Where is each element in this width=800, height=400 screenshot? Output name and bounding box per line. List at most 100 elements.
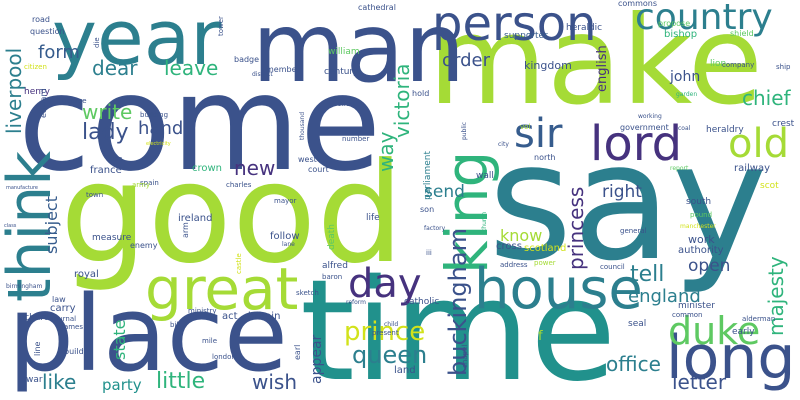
word-west: west [298, 155, 317, 164]
word-lion: lion [710, 59, 727, 69]
word-know: know [500, 226, 543, 245]
word-pound: pound [690, 211, 713, 219]
word-castle: castle [235, 253, 243, 274]
word-letter: letter [672, 370, 727, 394]
word-little: little [156, 369, 206, 394]
word-town: town [86, 191, 104, 199]
word-sir: sir [514, 111, 563, 157]
word-party: party [102, 376, 142, 394]
word-great: great [145, 255, 299, 323]
word-citizen: citizen [24, 63, 47, 71]
word-tell: tell [630, 262, 665, 287]
word-law: law [52, 295, 66, 304]
word-question: question [30, 27, 65, 36]
word-day: day [348, 261, 422, 307]
word-south: south [686, 197, 712, 207]
word-leave: leave [164, 56, 219, 80]
word-wish: wish [252, 370, 298, 394]
word-son: son [420, 205, 435, 214]
word-district: district [252, 71, 273, 78]
word-war: war [26, 375, 43, 385]
word-building: building [140, 111, 169, 119]
word-james: james [62, 323, 84, 331]
word-common: common [672, 311, 703, 319]
word-city: city [498, 141, 509, 148]
word-enemy: enemy [130, 241, 158, 250]
word-lady: lady [82, 120, 129, 145]
word-royal: royal [74, 269, 99, 280]
word-minister: minister [678, 301, 715, 311]
word-hold: hold [412, 89, 430, 98]
word-act: act [222, 311, 238, 322]
word-victoria: victoria [390, 63, 414, 138]
word-street: street [338, 101, 356, 108]
word-shield: shield [730, 29, 754, 38]
word-liverpool: liverpool [2, 47, 26, 134]
word-road: road [32, 15, 50, 24]
word-commons: commons [618, 0, 658, 8]
word-right: right [602, 182, 642, 202]
word-chief: chief [742, 86, 791, 110]
word-f: f [538, 329, 543, 344]
word-parliament: parliament [423, 151, 433, 200]
word-build: build [64, 347, 84, 356]
word-vol: vol [520, 123, 531, 131]
word-old: old [728, 121, 789, 167]
word-lord: lord [590, 116, 683, 172]
word-address: address [500, 261, 528, 269]
word-queen: queen [352, 341, 428, 369]
word-company: company [722, 61, 755, 69]
word-journal: journal [52, 315, 77, 323]
word-catholic: catholic [404, 297, 440, 307]
word-john: john [670, 69, 701, 85]
word-manufacture: manufacture [6, 185, 38, 191]
word-church: church [481, 211, 488, 232]
word-earl: earl [293, 344, 302, 360]
word-crown: crown [192, 163, 223, 174]
word-sketch: sketch [296, 289, 319, 297]
word-open: open [688, 256, 731, 276]
word-wall: wall [476, 171, 494, 181]
word-seal: seal [628, 319, 647, 329]
word-place: place [8, 273, 288, 395]
word-baron: baron [322, 273, 343, 281]
word-government: government [620, 123, 669, 132]
word-life: life [366, 213, 380, 223]
word-line: line [33, 341, 42, 356]
word-factory: factory [424, 225, 446, 232]
word-bill: bill [170, 321, 181, 329]
word-general: general [620, 227, 647, 235]
word-england: england [628, 286, 701, 307]
word-make: make [428, 0, 763, 132]
word-thousand: thousand [299, 111, 306, 140]
word-richard: richard [18, 313, 50, 323]
word-order: order [442, 50, 490, 71]
word-time: time [300, 250, 617, 400]
word-report: report [670, 165, 689, 172]
word-class: class [4, 223, 17, 229]
word-electricity: electricity [146, 141, 171, 147]
word-century: century [324, 67, 359, 77]
word-george: george [62, 97, 87, 105]
word-man: man [252, 0, 466, 104]
word-long: long [666, 323, 796, 393]
word-like: like [42, 370, 77, 394]
word-supporter: supporter [504, 31, 548, 41]
word-council: council [600, 263, 625, 271]
word-ministry: ministry [188, 307, 217, 315]
word-ship: ship [776, 63, 791, 71]
word-majesty: majesty [764, 256, 788, 336]
word-cathedral: cathedral [358, 3, 396, 12]
word-heraldic: heraldic [566, 23, 603, 33]
word-work: work [688, 233, 715, 246]
word-bishop: bishop [664, 29, 698, 40]
word-office: office [606, 352, 661, 376]
word-alderman: alderman [742, 315, 776, 323]
word-scot: scot [760, 181, 779, 191]
word-alfred: alfred [322, 261, 348, 271]
word-lane: lane [282, 241, 295, 248]
word-reform: reform [346, 299, 367, 306]
word-follow: follow [270, 231, 300, 242]
word-new: new [234, 156, 276, 180]
